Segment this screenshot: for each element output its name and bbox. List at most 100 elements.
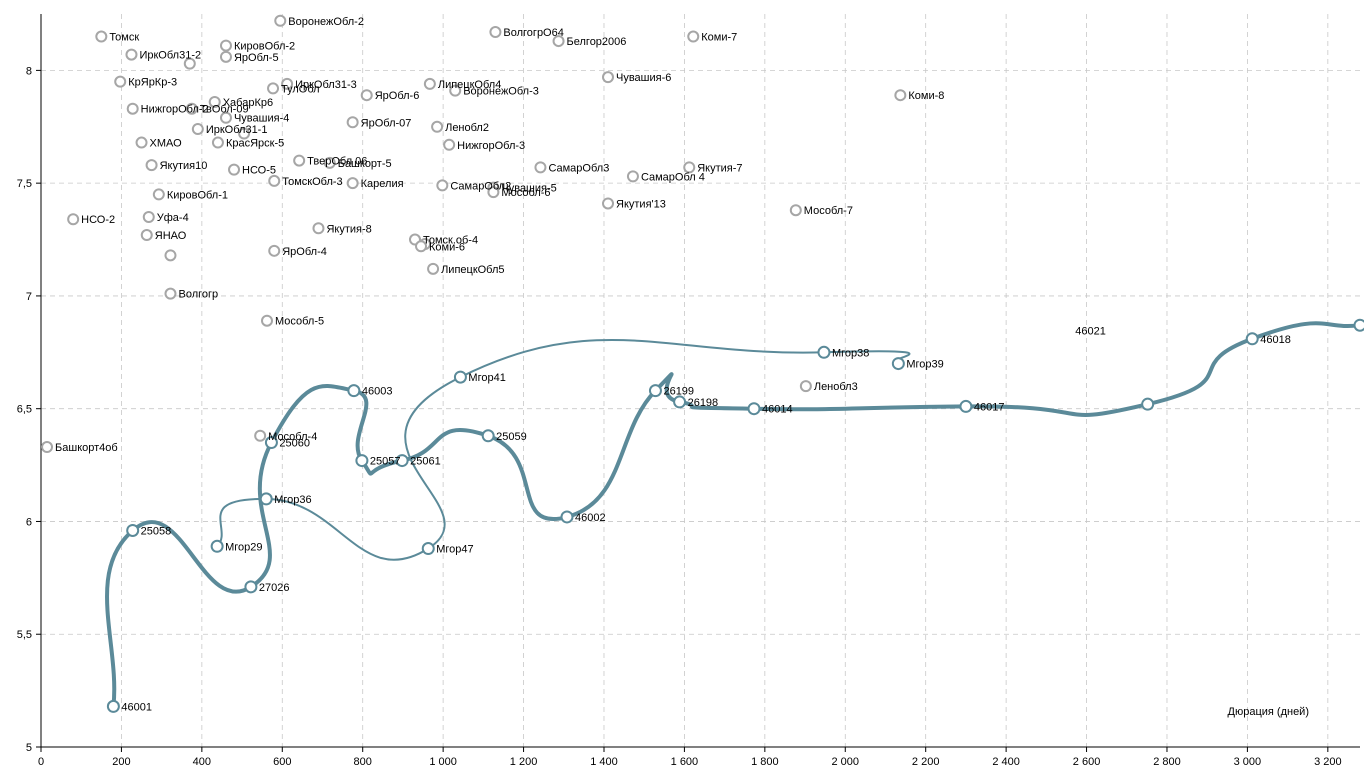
point-label: ЯрОбл-07 (361, 117, 412, 129)
scatter-point (221, 41, 231, 51)
x-axis-title: Дюрация (дней) (1228, 706, 1309, 718)
scatter-point (348, 178, 358, 188)
point-label: 46003 (362, 386, 393, 398)
scatter-point (628, 171, 638, 181)
point-label: Мгор29 (225, 541, 262, 553)
scatter-point (193, 124, 203, 134)
point-label: ВоронежОбл-2 (288, 16, 364, 28)
curve-point (348, 385, 359, 396)
curve-point (650, 385, 661, 396)
point-label: 46014 (762, 404, 793, 416)
scatter-point (428, 264, 438, 274)
x-tick-label: 400 (193, 756, 211, 768)
scatter-point (275, 16, 285, 26)
x-tick-label: 2 800 (1153, 756, 1181, 768)
point-label: НСО-5 (242, 165, 276, 177)
point-label: Мгор38 (832, 347, 869, 359)
scatter-point (362, 90, 372, 100)
scatter-point (165, 250, 175, 260)
point-label: КрЯрКр-3 (128, 77, 177, 89)
point-label: КрасЯрск-5 (226, 138, 284, 150)
scatter-point (142, 230, 152, 240)
scatter-point (165, 289, 175, 299)
scatter-point (444, 140, 454, 150)
point-label: ЯрОбл-6 (375, 90, 420, 102)
scatter-point (603, 72, 613, 82)
x-tick-label: 1 600 (671, 756, 699, 768)
scatter-point (313, 223, 323, 233)
scatter-point (603, 198, 613, 208)
y-tick-label: 5 (26, 742, 32, 754)
point-label: ХМАО (150, 138, 183, 150)
scatter-point (437, 180, 447, 190)
x-tick-label: 1 400 (590, 756, 618, 768)
curve-point (561, 511, 572, 522)
point-label: Уфа-4 (157, 212, 189, 224)
scatter-point (126, 50, 136, 60)
scatter-point (128, 104, 138, 114)
point-label: Чувашия-6 (616, 72, 671, 84)
scatter-point (221, 52, 231, 62)
scatter-point (229, 165, 239, 175)
x-tick-label: 2 400 (992, 756, 1020, 768)
scatter-point (348, 117, 358, 127)
point-label: 46002 (575, 512, 606, 524)
y-tick-label: 5,5 (17, 629, 32, 641)
scatter-point (895, 90, 905, 100)
curve-point (423, 543, 434, 554)
point-label: 26199 (663, 386, 694, 398)
point-label: 46001 (121, 701, 152, 713)
scatter-point (262, 316, 272, 326)
curve-point (1355, 320, 1364, 331)
x-tick-label: 1 200 (510, 756, 538, 768)
scatter-point (268, 83, 278, 93)
curve-point (245, 581, 256, 592)
point-label: Ленобл2 (445, 122, 489, 134)
scatter-point (42, 442, 52, 452)
point-label: ЯрОбл-4 (282, 246, 327, 258)
scatter-point (425, 79, 435, 89)
x-tick-label: 2 600 (1073, 756, 1101, 768)
point-label: Чувашия-4 (234, 113, 289, 125)
x-tick-label: 2 200 (912, 756, 940, 768)
annotation-label: 46021 (1075, 325, 1106, 337)
curve-point (893, 358, 904, 369)
curve-point (1247, 333, 1258, 344)
point-label: Мособл-5 (275, 316, 324, 328)
point-label: ЛипецкОбл5 (441, 264, 504, 276)
point-label: 25059 (496, 431, 527, 443)
point-label: Мгор41 (468, 372, 505, 384)
scatter-point (269, 246, 279, 256)
point-label: Волгогр (178, 289, 218, 301)
scatter-point (137, 138, 147, 148)
point-label: 25061 (410, 456, 441, 468)
point-label: ИркОбл31-1 (206, 124, 268, 136)
point-label: Башкорт-5 (338, 158, 392, 170)
scatter-point (801, 381, 811, 391)
x-tick-label: 1 800 (751, 756, 779, 768)
point-label: ТулОбл (281, 83, 320, 95)
point-label: НСО-2 (81, 214, 115, 226)
x-tick-label: 200 (112, 756, 130, 768)
scatter-point (535, 162, 545, 172)
point-label: СамарОбл3 (548, 162, 609, 174)
point-label: 27026 (259, 582, 290, 594)
point-label: ЯНАО (155, 230, 187, 242)
point-label: Карелия (361, 178, 404, 190)
x-tick-label: 800 (354, 756, 372, 768)
scatter-point (294, 156, 304, 166)
curve-point (818, 347, 829, 358)
scatter-point (96, 32, 106, 42)
point-label: Башкорт4об (55, 442, 118, 454)
point-label: Мособл-7 (804, 205, 853, 217)
point-label: ВолгогрО64 (503, 27, 563, 39)
curve-point (455, 372, 466, 383)
scatter-point (154, 189, 164, 199)
scatter-point (144, 212, 154, 222)
curve-point (1142, 399, 1153, 410)
point-label: Коми-6 (429, 241, 465, 253)
y-tick-label: 7 (26, 291, 32, 303)
point-label: Томск (109, 32, 139, 44)
point-label: Якутия-8 (326, 223, 371, 235)
